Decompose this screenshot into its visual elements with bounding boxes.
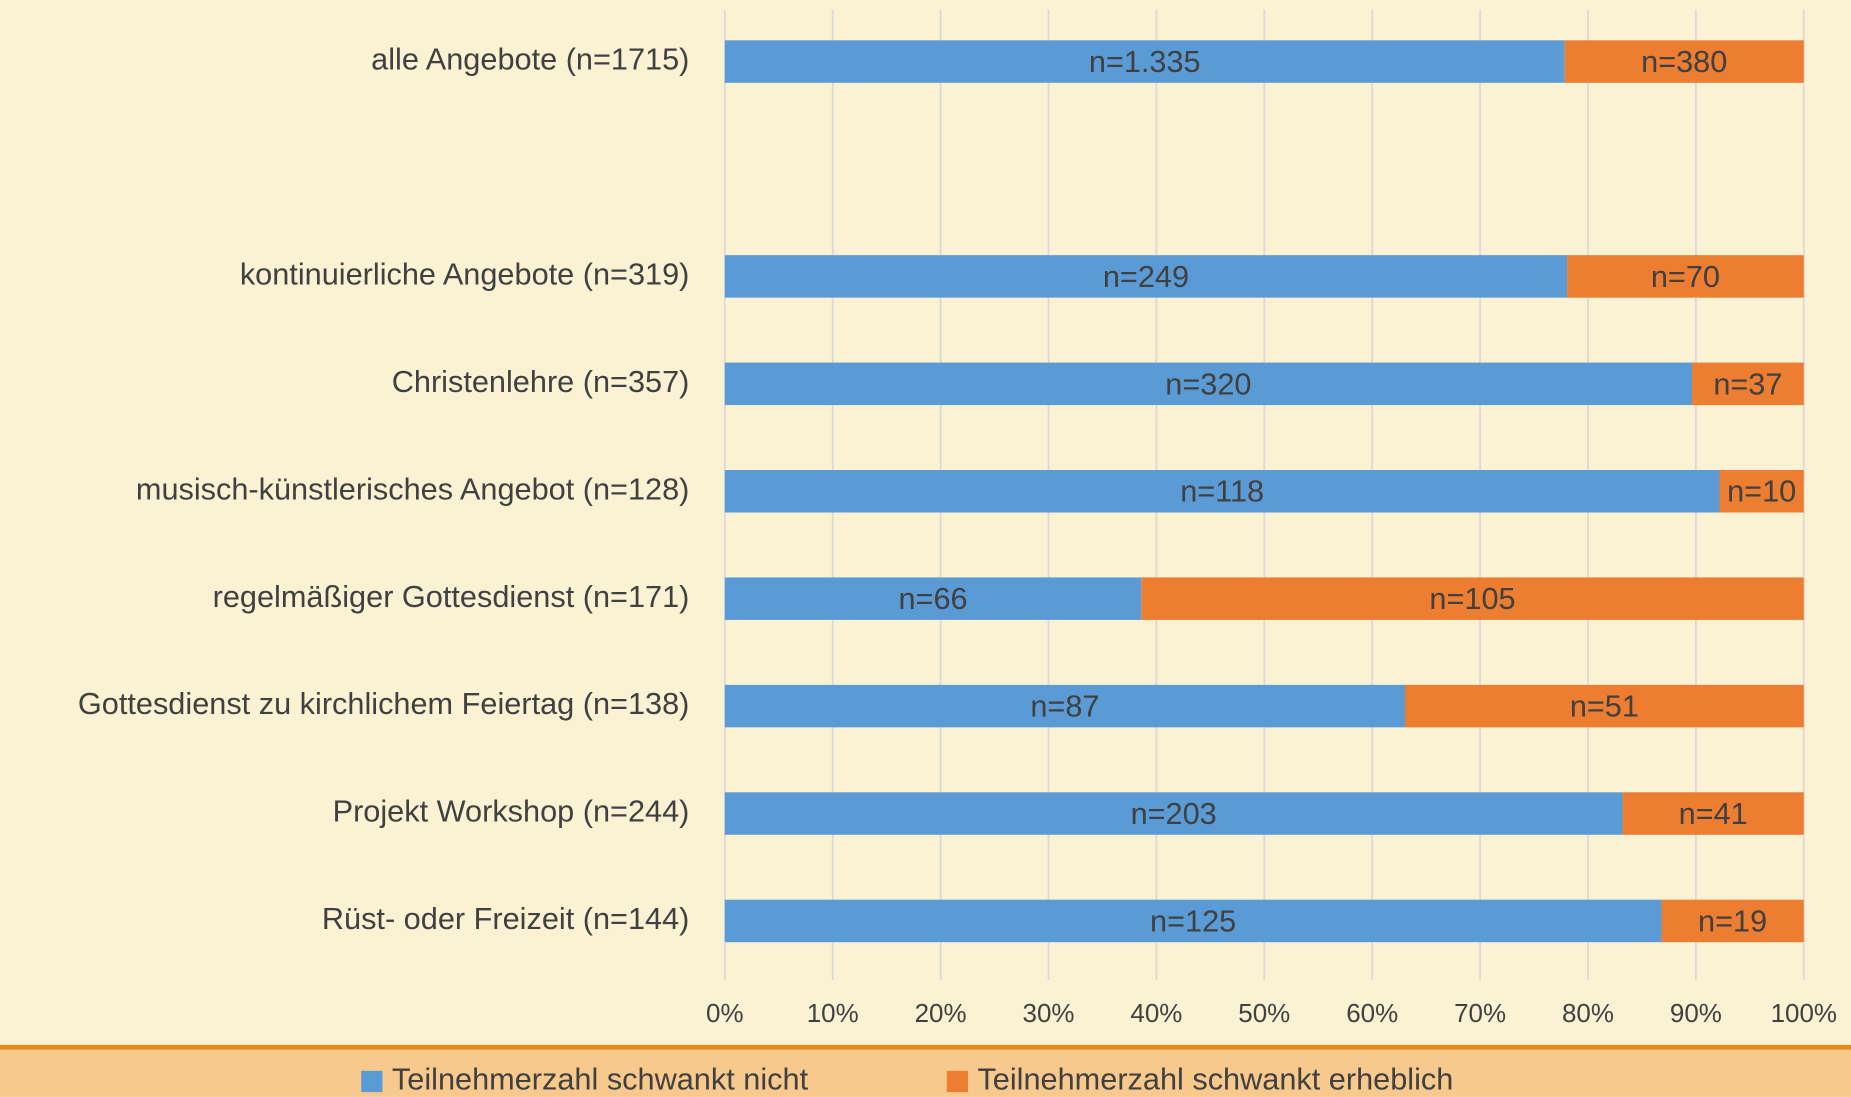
y-tick-label: Christenlehre (n=357): [392, 364, 690, 399]
bar-segment: [1661, 899, 1804, 943]
data-label: n=320: [1165, 366, 1251, 401]
data-label: n=70: [1651, 259, 1720, 294]
x-tick-label: 100%: [1771, 998, 1837, 1028]
x-tick-label: 30%: [1023, 998, 1075, 1028]
bar-segment: [724, 362, 1692, 406]
bar-segment: [1564, 40, 1804, 83]
data-label: n=118: [1180, 474, 1264, 509]
y-tick-label: Gottesdienst zu kirchlichem Feiertag (n=…: [78, 686, 689, 721]
data-label: n=19: [1698, 903, 1767, 938]
bar-segment: [724, 577, 1142, 620]
data-label: n=66: [898, 581, 967, 616]
y-tick-label: musisch-künstlerisches Angebot (n=128): [136, 471, 690, 506]
bar-segment: [724, 899, 1662, 943]
bar-segment: [1404, 684, 1804, 728]
data-label: n=41: [1679, 796, 1748, 831]
legend-swatch: [361, 1070, 383, 1093]
data-label: n=87: [1030, 689, 1099, 724]
legend-swatch: [946, 1070, 968, 1093]
x-tick-label: 90%: [1670, 998, 1722, 1028]
y-tick-label: Rüst- oder Freizeit (n=144): [322, 901, 690, 936]
bar-segment: [1622, 792, 1804, 835]
y-tick-label: regelmäßiger Gottesdienst (n=171): [213, 579, 690, 614]
x-tick-label: 0%: [706, 998, 744, 1028]
bar-segment: [724, 469, 1720, 513]
data-label: n=1.335: [1089, 44, 1201, 79]
x-tick-label: 40%: [1130, 998, 1182, 1028]
legend-band: [0, 1047, 1851, 1097]
data-label: n=380: [1641, 44, 1727, 79]
y-tick-label: kontinuierliche Angebote (n=319): [240, 257, 690, 292]
x-tick-label: 20%: [915, 998, 967, 1028]
data-label: n=105: [1429, 581, 1515, 616]
data-label: n=10: [1727, 474, 1796, 509]
bar-segment: [724, 684, 1405, 728]
data-label: n=125: [1150, 903, 1236, 938]
data-label: n=37: [1713, 366, 1782, 401]
bar-segment: [1567, 255, 1804, 298]
legend-label: Teilnehmerzahl schwankt erheblich: [977, 1062, 1453, 1097]
bar-segment: [724, 792, 1623, 835]
data-label: n=249: [1103, 259, 1189, 294]
data-label: n=51: [1570, 689, 1639, 724]
x-tick-label: 50%: [1238, 998, 1290, 1028]
x-tick-label: 70%: [1454, 998, 1506, 1028]
x-tick-label: 80%: [1562, 998, 1614, 1028]
bar-segment: [1692, 362, 1804, 406]
x-tick-label: 10%: [807, 998, 859, 1028]
y-tick-label: alle Angebote (n=1715): [371, 42, 689, 77]
y-tick-label: Projekt Workshop (n=244): [333, 794, 690, 829]
bar-segment: [724, 40, 1565, 83]
x-tick-label: 60%: [1346, 998, 1398, 1028]
legend-label: Teilnehmerzahl schwankt nicht: [392, 1062, 809, 1097]
bar-segment: [1719, 469, 1804, 513]
bar-segment: [1141, 577, 1804, 620]
data-label: n=203: [1131, 796, 1217, 831]
bar-segment: [724, 255, 1568, 298]
